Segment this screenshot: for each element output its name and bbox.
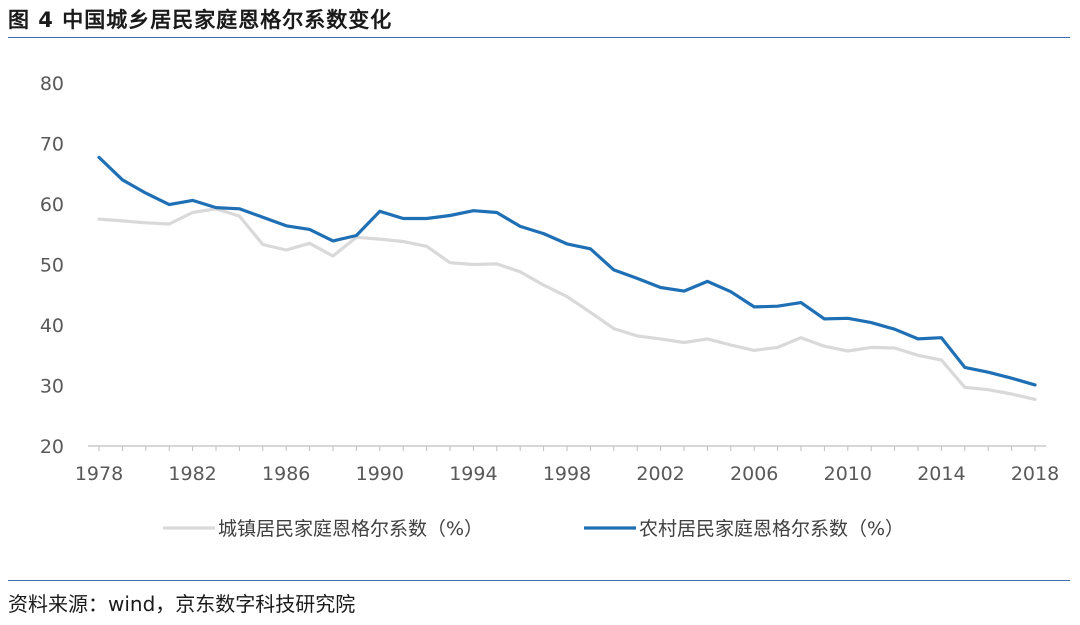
- y-tick-label: 80: [40, 73, 64, 95]
- y-tick-label: 70: [40, 134, 64, 156]
- series-line-urban: [97, 207, 1037, 401]
- y-tick-label: 20: [40, 436, 64, 458]
- series-line-rural: [97, 155, 1037, 387]
- legend: 城镇居民家庭恩格尔系数（%） 农村居民家庭恩格尔系数（%）: [163, 518, 904, 540]
- figure-title: 图 4 中国城乡居民家庭恩格尔系数变化: [8, 8, 393, 32]
- y-axis-labels: 20 30 40 50 60 70 80: [40, 73, 64, 458]
- series-layer: [97, 155, 1037, 401]
- x-tick-label: 1982: [168, 463, 216, 485]
- x-tick-label: 2018: [1011, 463, 1059, 485]
- legend-label: 城镇居民家庭恩格尔系数（%）: [218, 518, 483, 540]
- source-note: 资料来源：wind，京东数字科技研究院: [8, 592, 356, 616]
- x-tick-label: 1978: [75, 463, 123, 485]
- line-chart: 20 30 40 50 60 70 80 1978 1982 1986 1990 1994 1998 2…: [40, 73, 1059, 540]
- x-tick-label: 2010: [824, 463, 872, 485]
- x-tick-label: 1986: [262, 463, 310, 485]
- x-tick-label: 2014: [917, 463, 965, 485]
- x-tick-label: 2006: [730, 463, 778, 485]
- y-tick-label: 60: [40, 194, 64, 216]
- x-tick-label: 1990: [356, 463, 404, 485]
- source-divider: [8, 580, 1070, 581]
- x-tick-label: 1998: [543, 463, 591, 485]
- y-tick-label: 50: [40, 255, 64, 277]
- y-tick-label: 40: [40, 315, 64, 337]
- x-tick-label: 2002: [636, 463, 684, 485]
- x-tick-label: 1994: [449, 463, 497, 485]
- legend-label: 农村居民家庭恩格尔系数（%）: [639, 518, 904, 540]
- title-divider: [8, 37, 1070, 38]
- x-axis: 1978 1982 1986 1990 1994 1998 2002 2006 2010 2014…: [75, 445, 1059, 485]
- y-tick-label: 30: [40, 376, 64, 398]
